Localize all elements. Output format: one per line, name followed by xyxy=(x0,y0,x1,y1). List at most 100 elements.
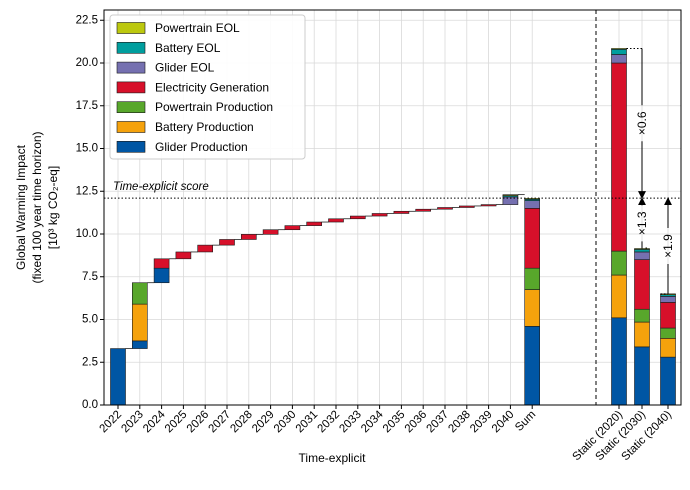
x-tick-label: 2023 xyxy=(119,409,146,436)
x-tick-label: 2032 xyxy=(316,409,343,436)
stacked-segment-glider-production xyxy=(634,346,650,406)
x-tick-label: 2031 xyxy=(294,409,321,436)
x-tick-label: 2036 xyxy=(403,409,430,436)
x-tick-label: 2022 xyxy=(98,409,125,436)
y-tick-label: 17.5 xyxy=(76,100,98,112)
x-tick-label: 2025 xyxy=(163,409,190,436)
stacked-segment-powertrain-production xyxy=(611,250,627,276)
stacked-segment-glider-production xyxy=(660,356,676,406)
y-tick-label: 0.0 xyxy=(82,399,98,411)
legend-label-glider-eol: Glider EOL xyxy=(155,61,215,75)
stacked-segment-glider-eol xyxy=(611,54,627,64)
stacked-segment-glider-eol xyxy=(634,251,650,260)
x-tick-label: 2029 xyxy=(250,409,277,436)
y-tick-label: 5.0 xyxy=(82,314,98,326)
x-tick-label: 2033 xyxy=(337,409,364,436)
stacked-segment-electricity-generation xyxy=(634,259,650,310)
x-tick-label: 2028 xyxy=(228,409,255,436)
stacked-segment-glider-production xyxy=(611,317,627,406)
legend-label-powertrain-production: Powertrain Production xyxy=(155,100,273,114)
waterfall-segment-electricity-generation xyxy=(153,258,170,269)
annotations: ×0.6 ×1.3 ×1.9 xyxy=(104,10,681,405)
waterfall-segment-electricity-generation xyxy=(349,215,366,220)
multiplier-label: ×1.3 xyxy=(635,211,649,235)
legend-swatch-powertrain-eol xyxy=(116,22,146,34)
legend-swatch-battery-production xyxy=(116,121,146,133)
y-tick-label: 22.5 xyxy=(76,14,98,26)
stacked-segment-glider-production xyxy=(524,326,541,406)
stacked-segment-powertrain-eol xyxy=(634,248,650,250)
waterfall-segment-electricity-generation xyxy=(458,205,475,208)
waterfall-segment-glider-production xyxy=(153,267,170,284)
waterfall-segment-electricity-generation xyxy=(371,213,388,217)
waterfall-segment-electricity-generation xyxy=(175,251,192,260)
x-tick-label: 2024 xyxy=(141,408,168,435)
stacked-segment-battery-production xyxy=(611,274,627,319)
waterfall-segment-battery-production xyxy=(132,303,148,342)
reference-label: Time-explicit score xyxy=(113,181,209,193)
y-axis-label: Global Warming Impact (fixed 100 year tim… xyxy=(14,131,60,283)
waterfall-segment-electricity-generation xyxy=(219,239,235,246)
legend-label-glider-production: Glider Production xyxy=(155,140,248,154)
waterfall-segment-powertrain-production xyxy=(132,282,148,305)
stacked-segment-glider-eol xyxy=(524,200,541,209)
y-tick-label: 12.5 xyxy=(76,185,98,197)
stacked-segment-electricity-generation xyxy=(660,302,676,329)
stacked-segment-powertrain-production xyxy=(660,327,676,339)
legend-label-powertrain-eol: Powertrain EOL xyxy=(155,21,240,35)
legend-label-battery-production: Battery Production xyxy=(155,120,254,134)
stacked-segment-powertrain-eol xyxy=(611,48,627,50)
multiplier-label: ×1.9 xyxy=(661,234,675,258)
legend-swatch-battery-eol xyxy=(116,41,146,54)
stacked-segment-battery-production xyxy=(634,321,650,348)
legend-swatch-glider-eol xyxy=(116,61,146,74)
legend-swatch-glider-production xyxy=(116,141,146,153)
waterfall-segment-electricity-generation xyxy=(197,244,213,253)
waterfall-segment-electricity-generation xyxy=(262,229,279,235)
stacked-segment-battery-eol xyxy=(634,249,650,253)
multiplier-label: ×0.6 xyxy=(635,111,649,135)
stacked-segment-powertrain-production xyxy=(634,308,650,323)
stacked-segment-electricity-generation xyxy=(611,62,627,252)
x-tick-label: Sum xyxy=(513,409,538,434)
stacked-segment-battery-eol xyxy=(611,49,627,55)
legend-swatch-electricity-generation xyxy=(116,81,146,94)
plot-frame xyxy=(103,9,682,406)
x-tick-label: 2035 xyxy=(381,409,408,436)
x-tick-label: 2037 xyxy=(425,409,452,436)
waterfall-segment-electricity-generation xyxy=(306,221,323,226)
waterfall-segment-electricity-generation xyxy=(328,218,344,223)
waterfall-segment-powertrain-eol xyxy=(502,194,519,196)
legend-box xyxy=(109,14,306,160)
waterfall-segment-electricity-generation xyxy=(415,208,432,212)
stacked-segment-battery-production xyxy=(524,289,541,327)
legend: Powertrain EOL Battery EOL Glider EOL Elect… xyxy=(109,14,306,160)
waterfall-segment-glider-production xyxy=(110,348,126,406)
x-axis-label: Time-explicit xyxy=(299,451,367,465)
x-tick-label: 2040 xyxy=(490,409,517,436)
x-tick-label: 2038 xyxy=(446,409,473,436)
y-axis-label-line: Global Warming Impact xyxy=(14,144,28,270)
x-tick-label: 2026 xyxy=(185,409,212,436)
x-tick-label: 2034 xyxy=(359,408,386,435)
legend-label-battery-eol: Battery EOL xyxy=(155,41,221,55)
legend-label-electricity-generation: Electricity Generation xyxy=(155,80,269,94)
waterfall-segment-glider-production xyxy=(132,340,148,349)
y-tick-label: 20.0 xyxy=(76,57,98,69)
y-axis-label-line: (fixed 100 year time horizon) xyxy=(30,131,44,283)
x-tick-label: 2027 xyxy=(207,409,234,436)
stacked-segment-powertrain-production xyxy=(524,267,541,290)
waterfall-segment-electricity-generation xyxy=(241,234,257,240)
x-tick-label: 2039 xyxy=(468,409,495,436)
waterfall-segment-electricity-generation xyxy=(393,210,410,214)
y-tick-label: 2.5 xyxy=(82,356,98,368)
y-axis-label-line: [10³ kg CO₂-eq] xyxy=(46,166,60,249)
x-tick-label: 2030 xyxy=(272,409,299,436)
bars xyxy=(110,48,676,406)
waterfall-segment-electricity-generation xyxy=(284,225,301,231)
stacked-segment-electricity-generation xyxy=(524,208,541,269)
stacked-segment-glider-eol xyxy=(660,296,676,303)
y-tick-label: 7.5 xyxy=(82,271,98,283)
legend-swatch-powertrain-production xyxy=(116,101,146,113)
